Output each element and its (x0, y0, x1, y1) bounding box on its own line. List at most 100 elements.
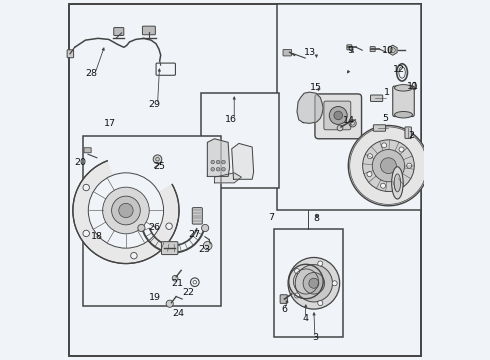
Circle shape (382, 143, 387, 148)
Text: 8: 8 (314, 214, 319, 223)
Text: 28: 28 (86, 69, 98, 78)
FancyBboxPatch shape (324, 101, 351, 130)
Circle shape (88, 173, 164, 248)
Bar (277, 4, 421, 211)
Text: 13: 13 (304, 48, 317, 57)
Circle shape (303, 273, 324, 294)
Ellipse shape (392, 167, 403, 199)
Text: 17: 17 (103, 119, 116, 128)
Circle shape (83, 184, 89, 191)
Circle shape (112, 196, 140, 225)
Circle shape (102, 187, 149, 234)
Text: 4: 4 (302, 314, 308, 323)
Circle shape (348, 126, 429, 206)
FancyBboxPatch shape (370, 46, 375, 51)
Text: 26: 26 (148, 223, 161, 232)
FancyBboxPatch shape (114, 28, 124, 36)
Text: 5: 5 (383, 114, 389, 123)
Circle shape (318, 261, 323, 266)
Circle shape (399, 147, 404, 152)
Text: 25: 25 (154, 162, 166, 171)
Text: 24: 24 (172, 309, 185, 318)
Circle shape (381, 158, 396, 174)
Text: 10: 10 (382, 46, 394, 55)
Text: 19: 19 (148, 293, 161, 302)
Circle shape (216, 167, 220, 171)
FancyBboxPatch shape (67, 50, 74, 58)
Text: 11: 11 (407, 82, 419, 91)
Text: 2: 2 (409, 131, 415, 140)
Text: 21: 21 (171, 279, 183, 288)
Circle shape (201, 224, 209, 231)
Bar (83, 136, 221, 306)
Circle shape (368, 154, 372, 159)
Text: 3: 3 (312, 333, 318, 342)
Bar (201, 93, 279, 188)
Text: 16: 16 (225, 115, 237, 124)
Text: 12: 12 (393, 65, 405, 74)
Circle shape (332, 281, 337, 286)
Circle shape (211, 160, 215, 164)
FancyBboxPatch shape (143, 26, 155, 35)
Ellipse shape (394, 174, 401, 192)
Circle shape (337, 125, 343, 131)
Circle shape (172, 275, 178, 281)
Circle shape (367, 172, 372, 177)
Bar (274, 229, 343, 337)
Circle shape (119, 203, 133, 218)
Circle shape (372, 149, 405, 182)
Text: 1: 1 (384, 87, 390, 96)
Text: 27: 27 (189, 230, 201, 239)
Text: 18: 18 (91, 232, 103, 241)
Circle shape (153, 155, 162, 163)
Circle shape (221, 167, 225, 171)
FancyBboxPatch shape (315, 94, 362, 139)
FancyBboxPatch shape (192, 208, 202, 224)
FancyBboxPatch shape (280, 295, 287, 303)
Text: 7: 7 (268, 213, 274, 222)
Circle shape (166, 223, 172, 229)
Polygon shape (297, 92, 323, 123)
FancyBboxPatch shape (393, 86, 414, 117)
Circle shape (288, 257, 340, 309)
FancyBboxPatch shape (370, 95, 383, 102)
Text: 15: 15 (310, 83, 322, 92)
Text: 14: 14 (343, 116, 355, 125)
Circle shape (381, 183, 386, 188)
Text: 6: 6 (281, 305, 288, 314)
Ellipse shape (394, 112, 413, 118)
Circle shape (329, 107, 347, 125)
Polygon shape (207, 139, 230, 176)
Circle shape (294, 269, 299, 274)
Circle shape (131, 252, 137, 259)
FancyBboxPatch shape (373, 125, 386, 131)
Circle shape (211, 167, 215, 171)
Circle shape (83, 230, 89, 237)
FancyBboxPatch shape (161, 242, 178, 255)
Circle shape (309, 278, 319, 288)
Text: 20: 20 (74, 158, 86, 167)
Circle shape (295, 265, 333, 302)
Polygon shape (215, 173, 242, 183)
Polygon shape (232, 143, 254, 179)
Circle shape (294, 293, 299, 298)
FancyBboxPatch shape (405, 127, 412, 138)
Wedge shape (107, 156, 173, 211)
Circle shape (138, 224, 145, 231)
FancyBboxPatch shape (84, 148, 91, 153)
Circle shape (203, 241, 212, 250)
Circle shape (334, 111, 343, 120)
Ellipse shape (394, 85, 413, 91)
Circle shape (398, 180, 403, 185)
Circle shape (216, 160, 220, 164)
Circle shape (221, 160, 225, 164)
Text: 9: 9 (347, 46, 353, 55)
Text: 29: 29 (148, 100, 161, 109)
Text: 23: 23 (199, 246, 211, 255)
Circle shape (73, 157, 179, 264)
Circle shape (363, 140, 414, 192)
FancyBboxPatch shape (283, 49, 292, 56)
FancyBboxPatch shape (347, 45, 352, 50)
Circle shape (407, 163, 412, 168)
Circle shape (166, 300, 173, 307)
